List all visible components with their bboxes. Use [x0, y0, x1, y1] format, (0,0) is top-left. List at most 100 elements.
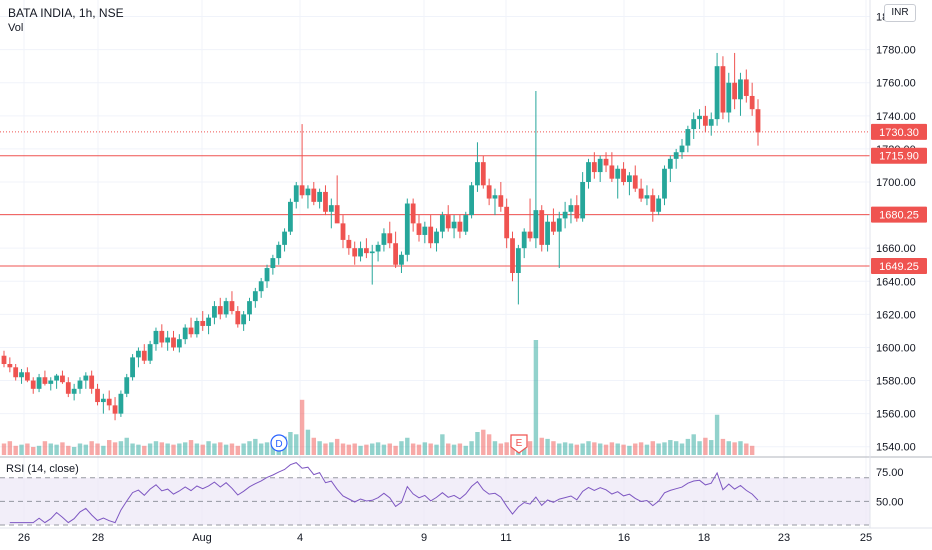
volume-bar	[258, 443, 264, 455]
y-tick-label: 1780.00	[876, 45, 916, 57]
volume-bar	[19, 444, 24, 455]
currency-button[interactable]: INR	[884, 4, 916, 22]
volume-label: Vol	[8, 22, 24, 34]
volume-bar	[668, 440, 673, 455]
y-tick-label: 1560.00	[876, 409, 916, 421]
volume-bar	[568, 443, 574, 455]
candle-body	[288, 201, 293, 232]
candle-body	[445, 215, 451, 229]
candle-body	[586, 162, 591, 182]
volume-bar	[662, 442, 667, 455]
rsi-polyline	[9, 462, 759, 524]
volume-bar	[539, 437, 544, 455]
volume-bar	[223, 444, 229, 455]
volume-bar	[381, 444, 387, 455]
candle-body	[252, 291, 258, 302]
candle-body	[697, 115, 702, 120]
volume-bar	[504, 442, 509, 455]
candle-body	[141, 350, 147, 361]
volume-bar	[340, 443, 346, 455]
x-tick-label: 4	[297, 532, 303, 544]
candle-body	[276, 244, 282, 259]
volume-bar	[54, 444, 59, 455]
price-label-box	[871, 206, 927, 223]
candle-body	[258, 281, 264, 292]
candle-body	[223, 301, 229, 315]
volume-bar	[89, 441, 94, 455]
candle-body	[708, 119, 714, 126]
volume-bar	[709, 440, 714, 455]
candle-body	[702, 115, 708, 126]
earnings-marker-text: E	[516, 438, 523, 449]
price-label-text: 1715.90	[879, 151, 919, 163]
volume-bar	[475, 432, 480, 455]
candles[interactable]	[1, 52, 761, 421]
candle-body	[176, 339, 182, 348]
volume-bar	[744, 443, 749, 455]
x-tick-label: 9	[421, 532, 427, 544]
volume-bar	[334, 438, 340, 455]
candle-body	[679, 145, 685, 153]
volume-bar	[142, 445, 147, 455]
candle-body	[311, 188, 317, 202]
candle-body	[621, 168, 626, 182]
candle-body	[340, 223, 346, 240]
volume-bar	[264, 442, 270, 455]
candle-body	[83, 375, 89, 381]
volume-bar	[673, 441, 679, 455]
candle-body	[451, 221, 457, 229]
volume-bar	[229, 443, 235, 455]
candle-body	[159, 330, 165, 343]
volume-bar	[112, 442, 118, 455]
candle-body	[165, 337, 171, 343]
candle-body	[644, 195, 650, 199]
candle-body	[597, 158, 603, 173]
price-label-box	[871, 123, 927, 140]
volume-bar	[463, 445, 468, 455]
volume-bar	[124, 437, 129, 455]
candle-body	[24, 372, 30, 381]
rsi-tick-label: 75.00	[876, 467, 904, 479]
candle-body	[381, 233, 387, 245]
volume-bar	[253, 438, 258, 455]
volume-bar	[206, 441, 211, 455]
volume-bar	[375, 442, 381, 455]
volume-bar	[31, 446, 36, 455]
price-label-box	[871, 147, 927, 164]
volume-bar	[679, 443, 685, 455]
candle-body	[551, 221, 556, 232]
candle-body	[632, 175, 638, 189]
volume-bar	[627, 445, 632, 455]
volume-bar	[218, 442, 223, 455]
volume-bar	[107, 440, 112, 455]
rsi-tick-label: 50.00	[876, 496, 904, 508]
volume-bar	[533, 340, 539, 455]
price-label-text: 1730.30	[879, 127, 919, 139]
y-tick-label: 1740.00	[876, 111, 916, 123]
candle-body	[235, 311, 241, 325]
volume-bar	[597, 443, 603, 455]
candle-body	[323, 191, 328, 212]
volume-bar	[714, 414, 720, 455]
horizontal-levels[interactable]	[0, 131, 870, 267]
candle-body	[527, 231, 533, 239]
candle-body	[42, 377, 48, 384]
y-tick-label: 1640.00	[876, 276, 916, 288]
volume-bar	[486, 434, 492, 455]
volume-bar	[25, 443, 30, 455]
candle-body	[212, 306, 217, 318]
volume-bar	[726, 441, 731, 455]
candle-body	[720, 66, 726, 113]
volume-bar	[732, 442, 737, 455]
y-tick-label: 1760.00	[876, 78, 916, 90]
volume-bar	[83, 444, 89, 455]
volume-bar	[305, 429, 311, 455]
volume-bar	[393, 445, 398, 455]
candle-body	[486, 185, 492, 199]
earnings-marker	[510, 434, 528, 454]
volume-bar	[153, 441, 159, 455]
candle-body	[656, 198, 662, 212]
x-tick-label: 11	[500, 532, 511, 544]
